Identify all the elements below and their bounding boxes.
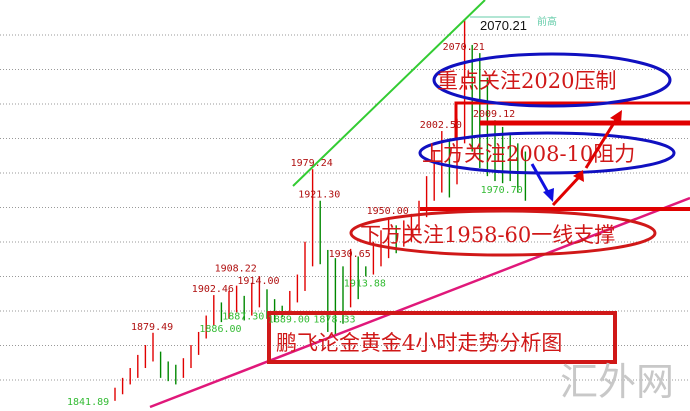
up-arrow-1 [551,174,582,207]
price-label: 1950.00 [367,206,409,217]
price-label: 1908.22 [215,264,257,275]
price-label: 1878.33 [313,315,355,326]
prev-high-value: 2070.21 [480,18,527,33]
resistance-annotation: 上方关注2008-10阻力 [422,142,635,166]
price-label: 1886.00 [199,324,241,335]
price-label: 1889.00 [268,314,310,325]
price-label: 2009.12 [473,109,515,120]
up-arrow-1-head [573,170,584,182]
price-label: 1913.88 [344,278,386,289]
chart-title: 鹏飞论金黄金4小时走势分析图 [276,331,562,355]
watermark: 汇外网 [560,360,674,404]
price-label: 2002.50 [420,120,462,131]
price-label: 1930.65 [329,249,371,260]
resistance-ellipse [418,131,676,175]
up-arrow-2 [584,117,619,169]
support-trend-line [149,196,690,409]
price-label: 1979.24 [291,158,333,169]
price-label: 2070.21 [443,42,485,53]
price-label: 1879.49 [131,322,173,333]
price-label: 1887.30 [222,311,264,322]
price-label: 1921.30 [298,190,340,201]
prev-high-label: 前高 [537,15,557,28]
trend-line [292,0,486,187]
price-label: 1841.89 [67,397,109,408]
down-arrow-head [543,188,554,202]
resistance-key-ellipse [432,52,672,108]
price-label: 1970.70 [481,185,523,196]
up-arrow-2-head [610,110,622,123]
support-annotation: 下方关注1958-60一线支撑 [360,223,615,247]
price-label: 1914.00 [237,276,279,287]
title-box [267,311,617,364]
resistance-key-annotation: 重点关注2020压制 [437,69,616,93]
price-label: 1902.46 [192,284,234,295]
support-ellipse [349,209,657,257]
